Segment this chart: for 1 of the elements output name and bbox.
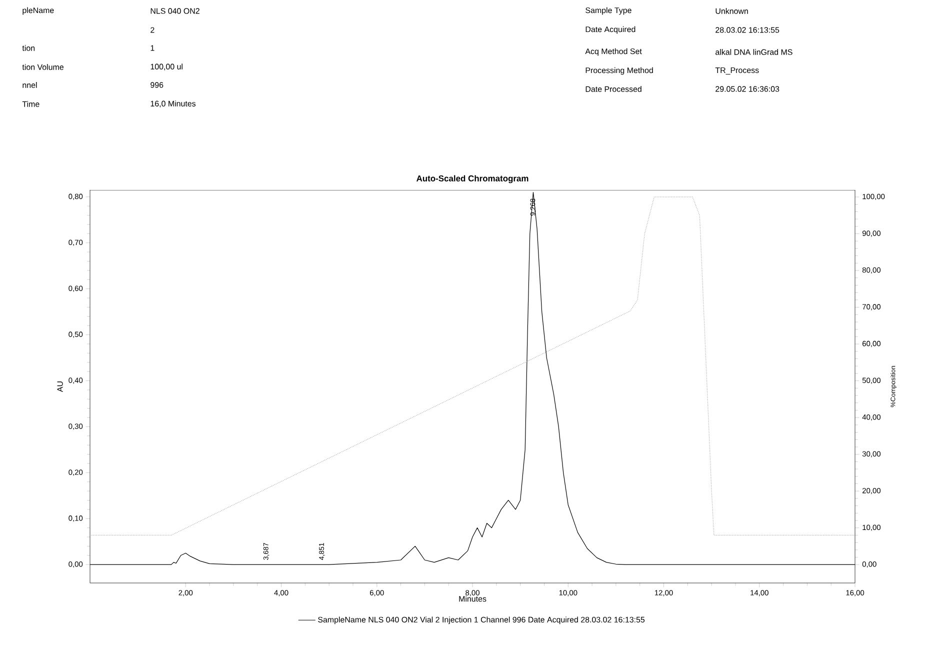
chart-title: Auto-Scaled Chromatogram: [416, 175, 528, 184]
